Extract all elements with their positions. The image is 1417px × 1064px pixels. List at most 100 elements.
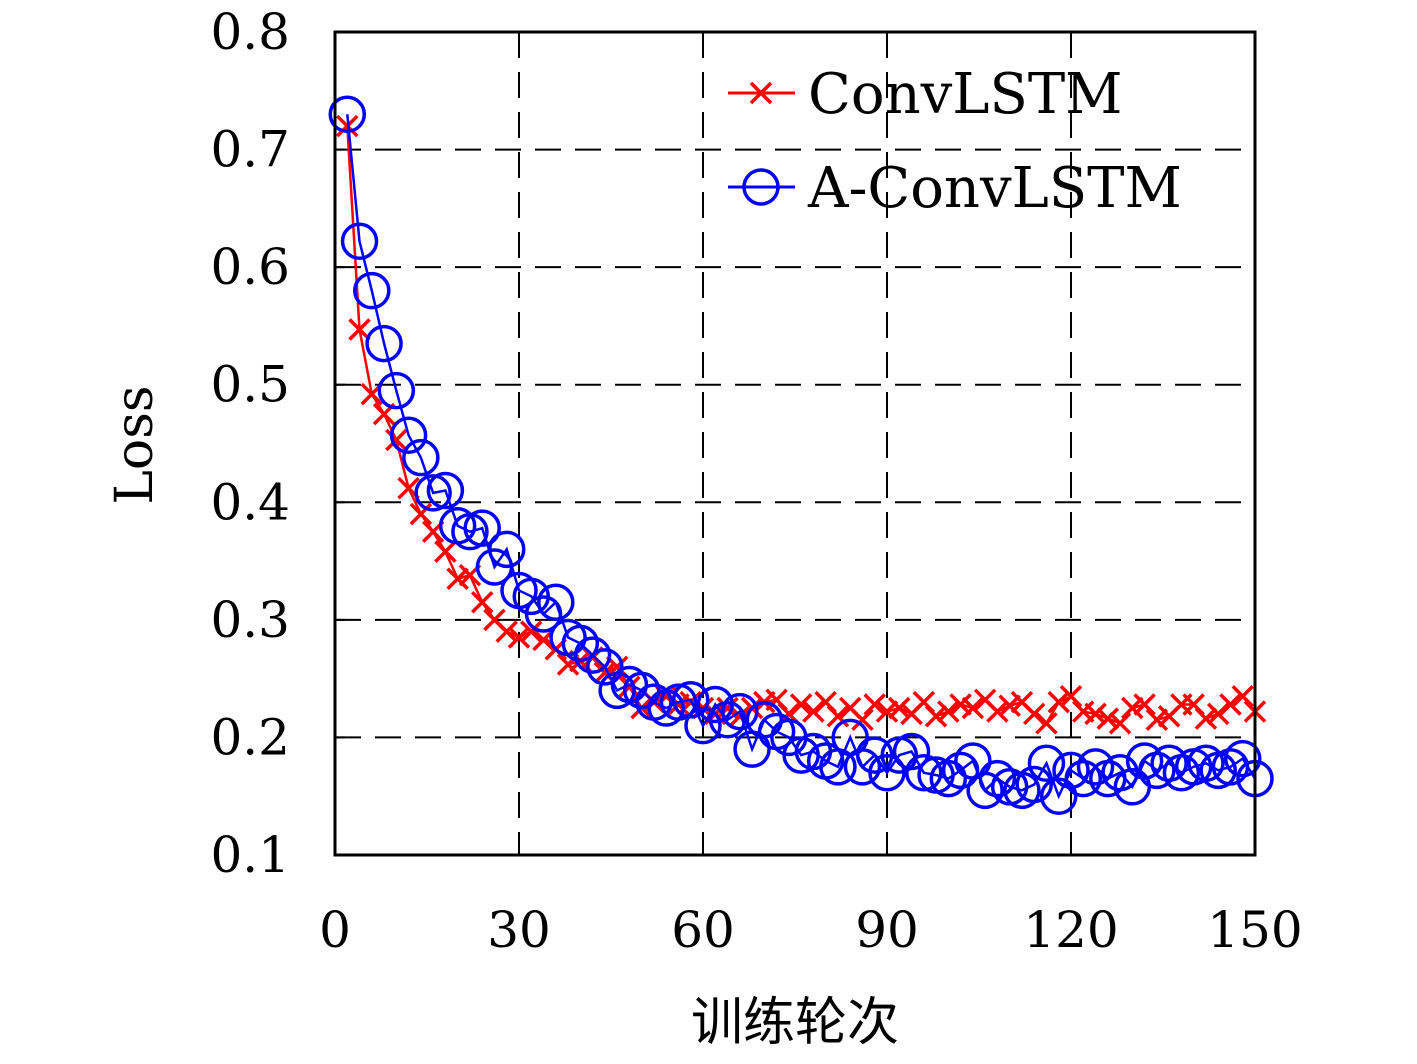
x-axis-label: 训练轮次 bbox=[691, 993, 899, 1053]
data-point bbox=[1022, 702, 1046, 726]
data-point bbox=[1125, 742, 1164, 780]
legend-label-convlstm: ConvLSTM bbox=[808, 62, 1123, 127]
data-point bbox=[353, 271, 391, 310]
plot-frame bbox=[333, 30, 1257, 857]
y-tick-label: 0.1 bbox=[210, 826, 290, 884]
data-point bbox=[937, 700, 960, 723]
data-point bbox=[622, 671, 661, 710]
legend-marker bbox=[742, 168, 780, 206]
data-point bbox=[929, 759, 968, 798]
data-point bbox=[1108, 712, 1132, 735]
data-point bbox=[537, 583, 575, 621]
data-point bbox=[659, 683, 698, 721]
data-point bbox=[684, 706, 722, 745]
data-point bbox=[721, 692, 759, 731]
data-point bbox=[708, 701, 747, 739]
legend-marker bbox=[749, 81, 773, 105]
data-point bbox=[1211, 748, 1250, 786]
y-tick-label: 0.7 bbox=[210, 121, 290, 179]
data-point bbox=[340, 222, 379, 261]
data-point bbox=[961, 696, 985, 720]
data-point bbox=[365, 324, 403, 363]
data-point bbox=[1027, 744, 1066, 783]
y-tick-label: 0.4 bbox=[210, 473, 290, 531]
data-point bbox=[905, 753, 943, 792]
legend-marker-x-icon bbox=[749, 81, 773, 105]
data-point bbox=[377, 371, 416, 410]
data-point bbox=[1084, 702, 1107, 726]
x-tick-label: 90 bbox=[855, 901, 919, 959]
data-point bbox=[1219, 693, 1242, 716]
data-point bbox=[1076, 748, 1115, 786]
x-tick-label: 30 bbox=[487, 901, 551, 959]
data-point bbox=[1133, 693, 1156, 716]
data-point bbox=[986, 700, 1009, 723]
grid-lines bbox=[335, 32, 1255, 855]
data-point bbox=[507, 626, 531, 649]
data-point bbox=[618, 675, 641, 699]
data-point bbox=[924, 705, 948, 728]
data-point bbox=[1206, 702, 1230, 726]
data-point bbox=[1101, 753, 1139, 792]
legend-label-a-convlstm: A-ConvLSTM bbox=[807, 156, 1182, 221]
data-point bbox=[470, 590, 494, 614]
data-point bbox=[892, 732, 931, 771]
data-point bbox=[745, 701, 784, 739]
data-point bbox=[434, 540, 457, 563]
x-tick-label: 120 bbox=[1023, 901, 1118, 959]
series-a-convlstm bbox=[328, 95, 1274, 815]
y-axis-label: Loss bbox=[105, 385, 165, 504]
y-tick-label: 0.3 bbox=[210, 591, 290, 649]
data-point bbox=[561, 624, 600, 663]
data-point bbox=[1039, 777, 1078, 815]
y-tick-label: 0.5 bbox=[210, 356, 290, 414]
data-point bbox=[389, 416, 428, 455]
data-point bbox=[495, 620, 518, 643]
data-point bbox=[586, 648, 624, 686]
x-tick-label: 0 bbox=[319, 901, 351, 959]
legend-item-convlstm: ConvLSTM bbox=[728, 62, 1123, 127]
data-point bbox=[851, 708, 874, 732]
data-point bbox=[328, 95, 367, 134]
data-point bbox=[520, 620, 543, 643]
data-point bbox=[414, 474, 452, 512]
data-point bbox=[1096, 707, 1120, 730]
tick-labels: 0.1 0.2 0.3 0.4 0.5 0.6 0.7 0.8 0 30 60 90 120 150 bbox=[210, 3, 1302, 959]
data-point bbox=[1052, 751, 1090, 790]
data-point bbox=[385, 428, 408, 452]
data-point bbox=[789, 693, 813, 716]
data-point bbox=[1231, 685, 1254, 708]
data-point bbox=[1015, 765, 1053, 804]
data-point bbox=[941, 751, 980, 790]
data-point bbox=[671, 681, 710, 719]
x-tick-label: 150 bbox=[1207, 901, 1302, 959]
data-point bbox=[487, 530, 526, 569]
data-point bbox=[402, 438, 440, 477]
data-point bbox=[966, 771, 1004, 810]
y-tick-label: 0.8 bbox=[210, 3, 290, 61]
series-layer bbox=[328, 95, 1274, 815]
data-point bbox=[1047, 690, 1070, 714]
legend: ConvLSTM A-ConvLSTM bbox=[728, 62, 1182, 221]
data-point bbox=[1150, 744, 1188, 783]
data-point bbox=[843, 748, 882, 786]
data-point bbox=[524, 595, 563, 633]
data-point bbox=[1194, 707, 1218, 730]
legend-marker-circle-icon bbox=[742, 168, 780, 206]
data-point bbox=[888, 696, 911, 720]
data-point bbox=[573, 636, 612, 674]
data-point bbox=[348, 318, 371, 341]
data-point bbox=[1064, 759, 1103, 798]
data-point bbox=[863, 693, 886, 716]
data-point bbox=[1059, 685, 1083, 708]
y-tick-label: 0.2 bbox=[210, 708, 290, 766]
data-point bbox=[802, 700, 825, 723]
legend-item-a-convlstm: A-ConvLSTM bbox=[728, 156, 1182, 221]
data-point bbox=[1035, 712, 1058, 735]
data-point bbox=[463, 509, 501, 547]
y-tick-label: 0.6 bbox=[210, 238, 290, 296]
data-point bbox=[978, 759, 1017, 798]
data-point bbox=[1223, 739, 1262, 778]
data-point bbox=[426, 471, 465, 510]
